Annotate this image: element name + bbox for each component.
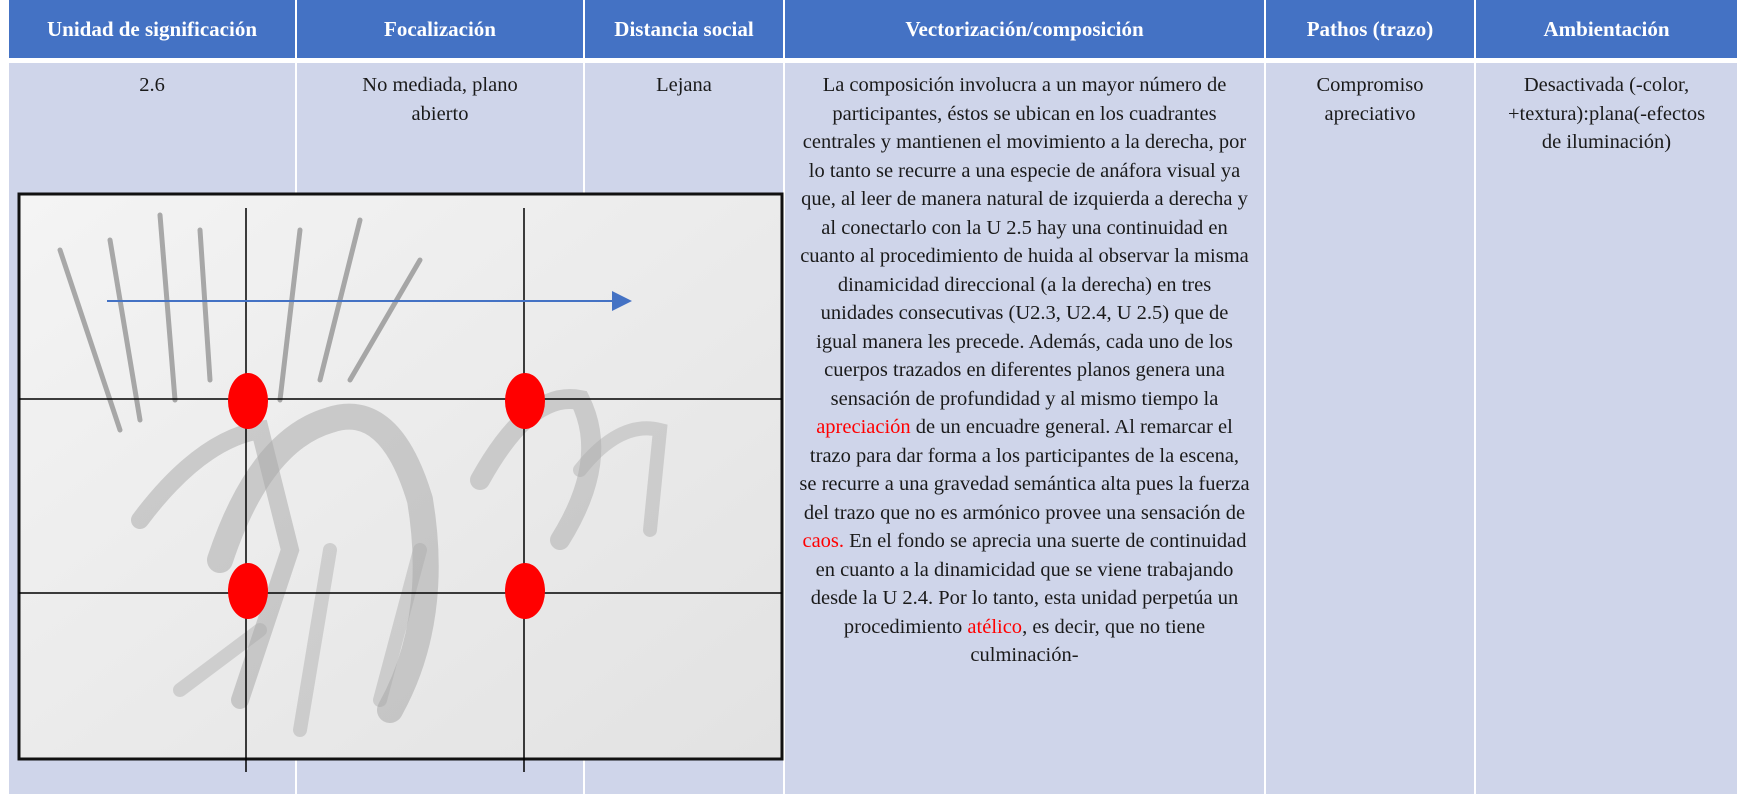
text-segment: La composición involucra a un mayor núme… xyxy=(800,74,1249,410)
cell: Desactivada (-color, +textura):plana(-ef… xyxy=(1476,63,1737,794)
header-cell: Vectorización/composición xyxy=(785,0,1264,58)
composition-figure xyxy=(17,192,784,772)
highlighted-text: apreciación xyxy=(816,416,911,438)
header-cell: Unidad de significación xyxy=(9,0,295,58)
sketch-strokes xyxy=(57,212,668,737)
header-cell: Distancia social xyxy=(585,0,783,58)
cell: La composición involucra a un mayor núme… xyxy=(785,63,1264,794)
text-segment: En el fondo se aprecia una suerte de con… xyxy=(810,530,1247,638)
text-segment: de un encuadre general. Al remarcar el t… xyxy=(799,416,1250,524)
header-cell: Pathos (trazo) xyxy=(1266,0,1474,58)
highlighted-text: caos. xyxy=(802,530,845,552)
cell: Compromiso apreciativo xyxy=(1266,63,1474,794)
focus-points xyxy=(228,373,545,619)
sketch-image xyxy=(17,192,784,761)
header-cell: Focalización xyxy=(297,0,583,58)
text-segment: , es decir, que no tiene culminación- xyxy=(970,615,1206,667)
header-cell: Ambientación xyxy=(1476,0,1737,58)
highlighted-text: atélico xyxy=(967,615,1023,638)
